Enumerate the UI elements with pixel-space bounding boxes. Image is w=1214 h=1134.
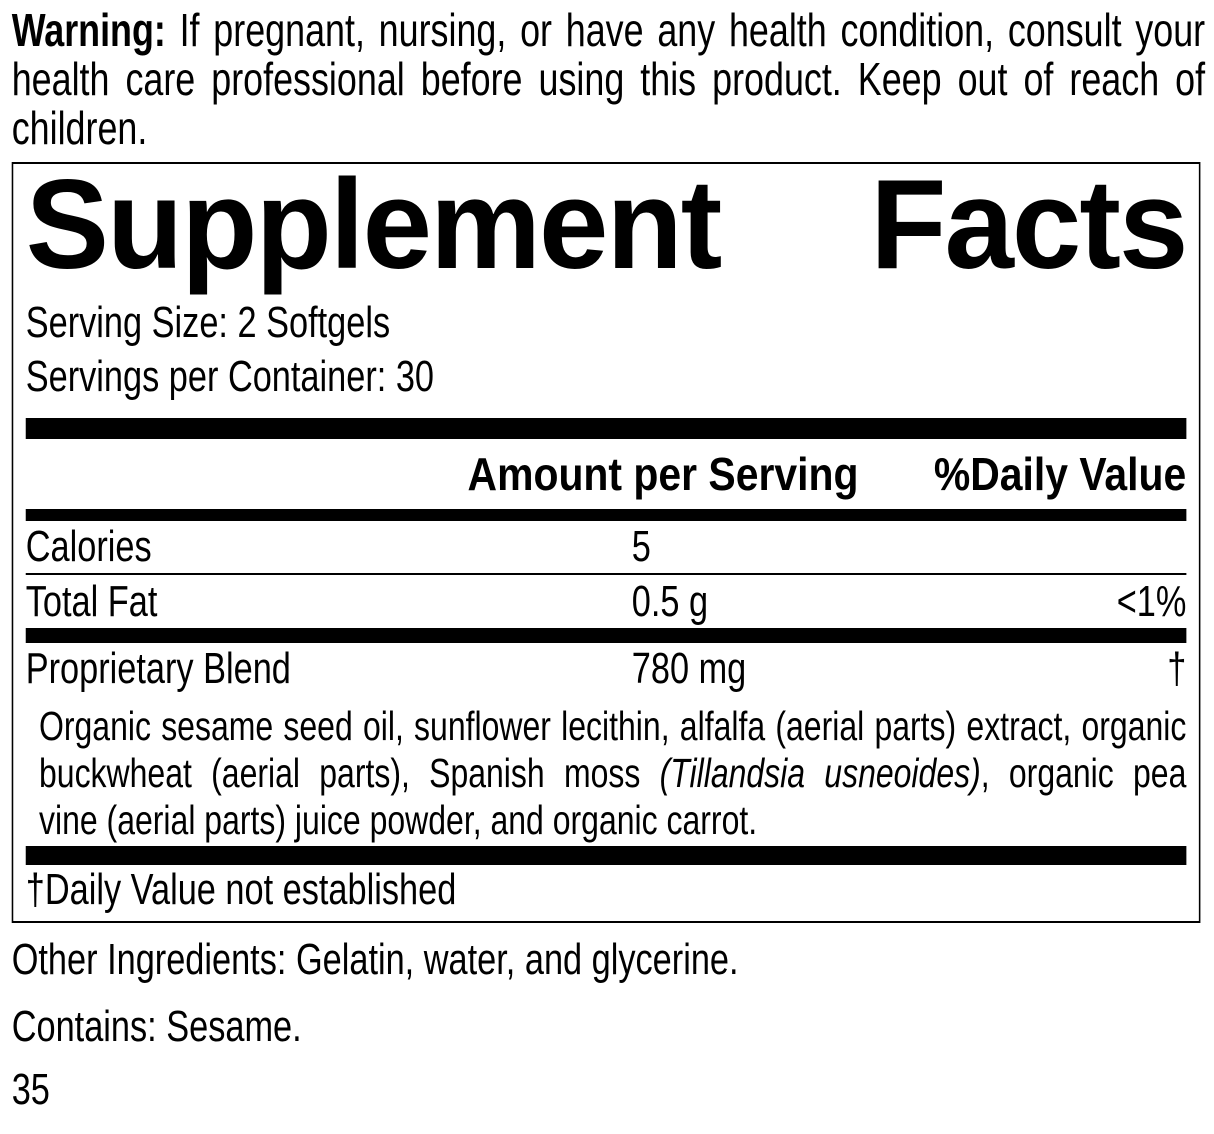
separator-bar-bottom [25, 846, 1187, 865]
row-amount: 780 mg [631, 644, 747, 693]
panel-title: Supplement Facts [25, 153, 1189, 295]
table-row-proprietary-blend: Proprietary Blend 780 mg † [26, 643, 1187, 695]
row-daily-value: <1% [1116, 576, 1187, 626]
serving-size: Serving Size: 2 Softgels [25, 298, 391, 347]
serving-info: Serving Size: 2 Softgels Servings per Co… [26, 296, 1187, 404]
blend-text: buckwheat (aerial parts), Spanish moss [39, 750, 660, 796]
supplement-facts-inner: Supplement Facts Serving Size: 2 Softgel… [13, 153, 1199, 921]
blend-line-3: vine (aerial parts) juice powder, and or… [39, 797, 1186, 844]
warning-paragraph: Warning: If pregnant, nursing, or have a… [12, 6, 1205, 153]
row-name: Proprietary Blend [25, 644, 291, 693]
blend-line-2: buckwheat (aerial parts), Spanish moss (… [39, 750, 1186, 797]
daily-value-header: %Daily Value [934, 448, 1187, 500]
table-row-total-fat: Total Fat 0.5 g <1% [26, 575, 1187, 628]
blend-latin-name: (Tillandsia usneoides) [659, 750, 981, 796]
daily-value-footnote: †Daily Value not established [25, 865, 457, 914]
blend-description: Organic sesame seed oil, sunflower lecit… [39, 703, 1186, 844]
row-name: Total Fat [25, 576, 158, 626]
dagger-symbol: † [1167, 644, 1187, 693]
warning-text: If pregnant, nursing, or have any health… [11, 4, 1206, 154]
column-header-row: Amount per Serving %Daily Value [26, 439, 1187, 509]
blend-line-1: Organic sesame seed oil, sunflower lecit… [39, 703, 1186, 750]
separator-bar-header [25, 509, 1187, 521]
table-row-calories: Calories 5 [26, 521, 1187, 573]
separator-rule-thin [25, 573, 1187, 575]
separator-bar-mid [25, 628, 1187, 643]
contains-statement: Contains: Sesame. [11, 1002, 302, 1051]
page-number: 35 [11, 1065, 50, 1114]
row-amount: 5 [631, 522, 651, 571]
blend-text: Organic sesame seed oil, sunflower lecit… [39, 703, 1187, 749]
warning-label: Warning: [11, 4, 166, 56]
blend-text: vine (aerial parts) juice powder, and or… [39, 797, 758, 843]
row-amount: 0.5 g [631, 576, 709, 626]
amount-per-serving-header: Amount per Serving [467, 448, 859, 500]
separator-bar-top [25, 418, 1187, 439]
supplement-facts-panel: Supplement Facts Serving Size: 2 Softgel… [11, 153, 1201, 923]
blend-text: , organic pea [980, 750, 1187, 796]
servings-per-container: Servings per Container: 30 [25, 352, 434, 401]
row-name: Calories [25, 522, 152, 571]
other-ingredients: Other Ingredients: Gelatin, water, and g… [11, 935, 739, 984]
